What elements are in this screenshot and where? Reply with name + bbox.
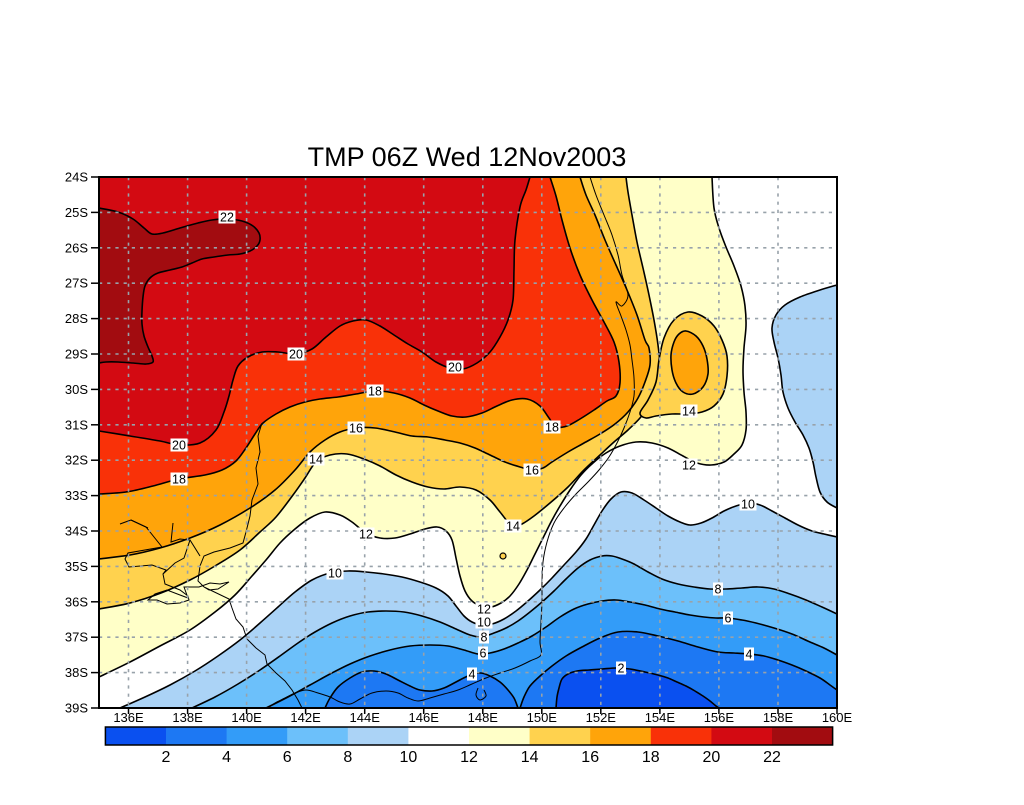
svg-text:16: 16 bbox=[581, 749, 599, 766]
svg-text:22: 22 bbox=[220, 210, 234, 224]
svg-text:6: 6 bbox=[283, 749, 292, 766]
svg-text:18: 18 bbox=[172, 472, 186, 486]
svg-text:4: 4 bbox=[222, 749, 231, 766]
svg-text:6: 6 bbox=[480, 646, 487, 660]
svg-text:31S: 31S bbox=[65, 417, 88, 432]
svg-text:30S: 30S bbox=[65, 382, 88, 397]
svg-text:37S: 37S bbox=[65, 630, 88, 645]
svg-text:154E: 154E bbox=[645, 710, 676, 725]
svg-text:18: 18 bbox=[642, 749, 660, 766]
svg-text:10: 10 bbox=[477, 615, 491, 629]
svg-text:16: 16 bbox=[525, 463, 539, 477]
svg-text:20: 20 bbox=[172, 438, 186, 452]
svg-text:38S: 38S bbox=[65, 665, 88, 680]
svg-text:34S: 34S bbox=[65, 524, 88, 539]
svg-text:144E: 144E bbox=[350, 710, 381, 725]
svg-text:TMP 06Z Wed 12Nov2003: TMP 06Z Wed 12Nov2003 bbox=[308, 142, 627, 172]
svg-text:14: 14 bbox=[521, 749, 539, 766]
svg-text:20: 20 bbox=[289, 347, 303, 361]
svg-text:27S: 27S bbox=[65, 276, 88, 291]
svg-text:28S: 28S bbox=[65, 311, 88, 326]
svg-text:10: 10 bbox=[328, 566, 342, 580]
svg-text:26S: 26S bbox=[65, 240, 88, 255]
svg-text:29S: 29S bbox=[65, 347, 88, 362]
svg-text:4: 4 bbox=[469, 667, 476, 681]
svg-text:6: 6 bbox=[725, 611, 732, 625]
svg-text:20: 20 bbox=[703, 749, 721, 766]
svg-text:8: 8 bbox=[343, 749, 352, 766]
svg-text:25S: 25S bbox=[65, 205, 88, 220]
svg-text:20: 20 bbox=[448, 360, 462, 374]
svg-text:2: 2 bbox=[162, 749, 171, 766]
svg-text:14: 14 bbox=[506, 519, 520, 533]
svg-text:158E: 158E bbox=[763, 710, 794, 725]
svg-text:10: 10 bbox=[741, 497, 755, 511]
svg-text:148E: 148E bbox=[468, 710, 499, 725]
svg-text:8: 8 bbox=[481, 630, 488, 644]
svg-text:16: 16 bbox=[349, 421, 363, 435]
svg-text:136E: 136E bbox=[113, 710, 144, 725]
svg-text:4: 4 bbox=[746, 647, 753, 661]
svg-text:36S: 36S bbox=[65, 594, 88, 609]
svg-text:14: 14 bbox=[309, 452, 323, 466]
svg-text:142E: 142E bbox=[290, 710, 321, 725]
svg-text:35S: 35S bbox=[65, 559, 88, 574]
svg-text:24S: 24S bbox=[65, 170, 88, 185]
svg-text:160E: 160E bbox=[822, 710, 853, 725]
svg-text:10: 10 bbox=[400, 749, 418, 766]
svg-text:12: 12 bbox=[460, 749, 478, 766]
svg-text:138E: 138E bbox=[172, 710, 203, 725]
svg-text:152E: 152E bbox=[586, 710, 617, 725]
svg-text:18: 18 bbox=[368, 384, 382, 398]
svg-text:39S: 39S bbox=[65, 701, 88, 716]
svg-text:22: 22 bbox=[763, 749, 781, 766]
svg-text:12: 12 bbox=[477, 602, 491, 616]
svg-text:150E: 150E bbox=[527, 710, 558, 725]
svg-text:146E: 146E bbox=[409, 710, 440, 725]
svg-text:12: 12 bbox=[359, 527, 373, 541]
svg-text:33S: 33S bbox=[65, 488, 88, 503]
svg-text:32S: 32S bbox=[65, 453, 88, 468]
svg-text:18: 18 bbox=[545, 420, 559, 434]
svg-text:12: 12 bbox=[682, 458, 696, 472]
svg-text:140E: 140E bbox=[231, 710, 262, 725]
svg-text:14: 14 bbox=[682, 404, 696, 418]
svg-text:2: 2 bbox=[618, 661, 625, 675]
svg-text:156E: 156E bbox=[704, 710, 735, 725]
svg-text:8: 8 bbox=[715, 582, 722, 596]
